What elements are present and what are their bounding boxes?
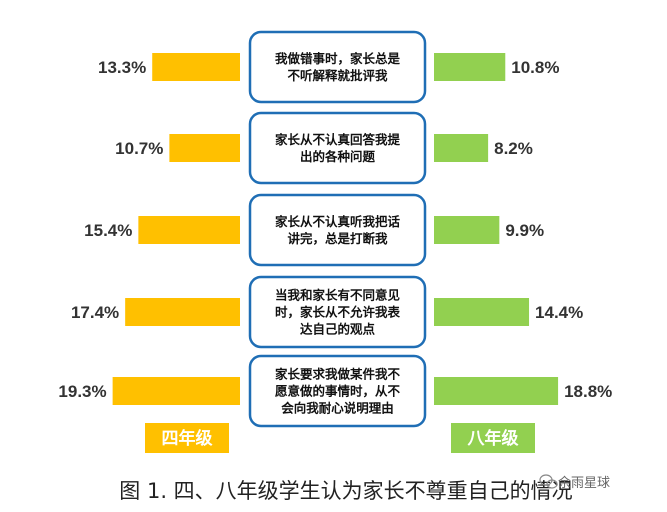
- bar-grade8: [434, 298, 530, 326]
- bar-grade8: [434, 134, 489, 162]
- data-label-grade4: 15.4%: [84, 221, 132, 240]
- bar-grade4: [152, 53, 240, 81]
- data-label-grade8: 14.4%: [535, 303, 583, 322]
- category-label-line: 讲完，总是打断我: [287, 231, 388, 246]
- figure-caption: 图 1. 四、八年级学生认为家长不尊重自己的情况: [119, 479, 572, 503]
- category-box: [248, 111, 427, 185]
- category-label-line: 会向我耐心说明理由: [281, 401, 394, 416]
- data-label-grade4: 10.7%: [115, 139, 163, 158]
- category-label-line: 出的各种问题: [300, 149, 376, 164]
- category-box: [248, 275, 427, 349]
- category-label-line: 家长从不认真回答我提: [275, 132, 401, 147]
- data-label-grade8: 18.8%: [564, 382, 612, 401]
- legend-label: 八年级: [468, 428, 519, 449]
- category-box: [248, 30, 427, 104]
- legend-label: 四年级: [162, 428, 213, 449]
- data-label-grade8: 9.9%: [505, 221, 544, 240]
- category-label-line: 不听解释就批评我: [287, 68, 388, 83]
- watermark: 余雨星球: [539, 474, 610, 491]
- legend: 四年级 八年级: [145, 423, 535, 453]
- bar-grade8: [434, 216, 500, 244]
- category-box: [248, 354, 427, 428]
- bar-grade8: [434, 377, 559, 405]
- data-label-grade8: 8.2%: [494, 139, 533, 158]
- bar-grade8: [434, 53, 506, 81]
- data-label-grade4: 13.3%: [98, 58, 146, 77]
- wechat-icon: [539, 474, 558, 489]
- data-label-grade4: 17.4%: [71, 303, 119, 322]
- category-label-line: 愿意做的事情时，从不: [275, 384, 401, 399]
- bar-grade4: [138, 216, 240, 244]
- watermark-text: 余雨星球: [558, 475, 610, 491]
- legend-item: 八年级: [451, 423, 535, 453]
- legend-item: 四年级: [145, 423, 229, 453]
- bar-grade4: [125, 298, 240, 326]
- category-box: [248, 193, 427, 267]
- data-label-grade8: 10.8%: [511, 58, 559, 77]
- data-label-grade4: 19.3%: [58, 382, 106, 401]
- category-label-line: 当我和家长有不同意见: [275, 288, 401, 303]
- legend-swatch: [145, 423, 229, 453]
- category-label-line: 我做错事时，家长总是: [275, 51, 401, 66]
- category-label-line: 时，家长从不允许我表: [275, 305, 401, 320]
- bar-grade4: [169, 134, 240, 162]
- category-label-line: 家长要求我做某件我不: [275, 367, 401, 382]
- category-label-line: 家长从不认真听我把话: [275, 214, 401, 229]
- category-label-line: 达自己的观点: [300, 322, 376, 337]
- bar-grade4: [112, 377, 240, 405]
- legend-swatch: [451, 423, 535, 453]
